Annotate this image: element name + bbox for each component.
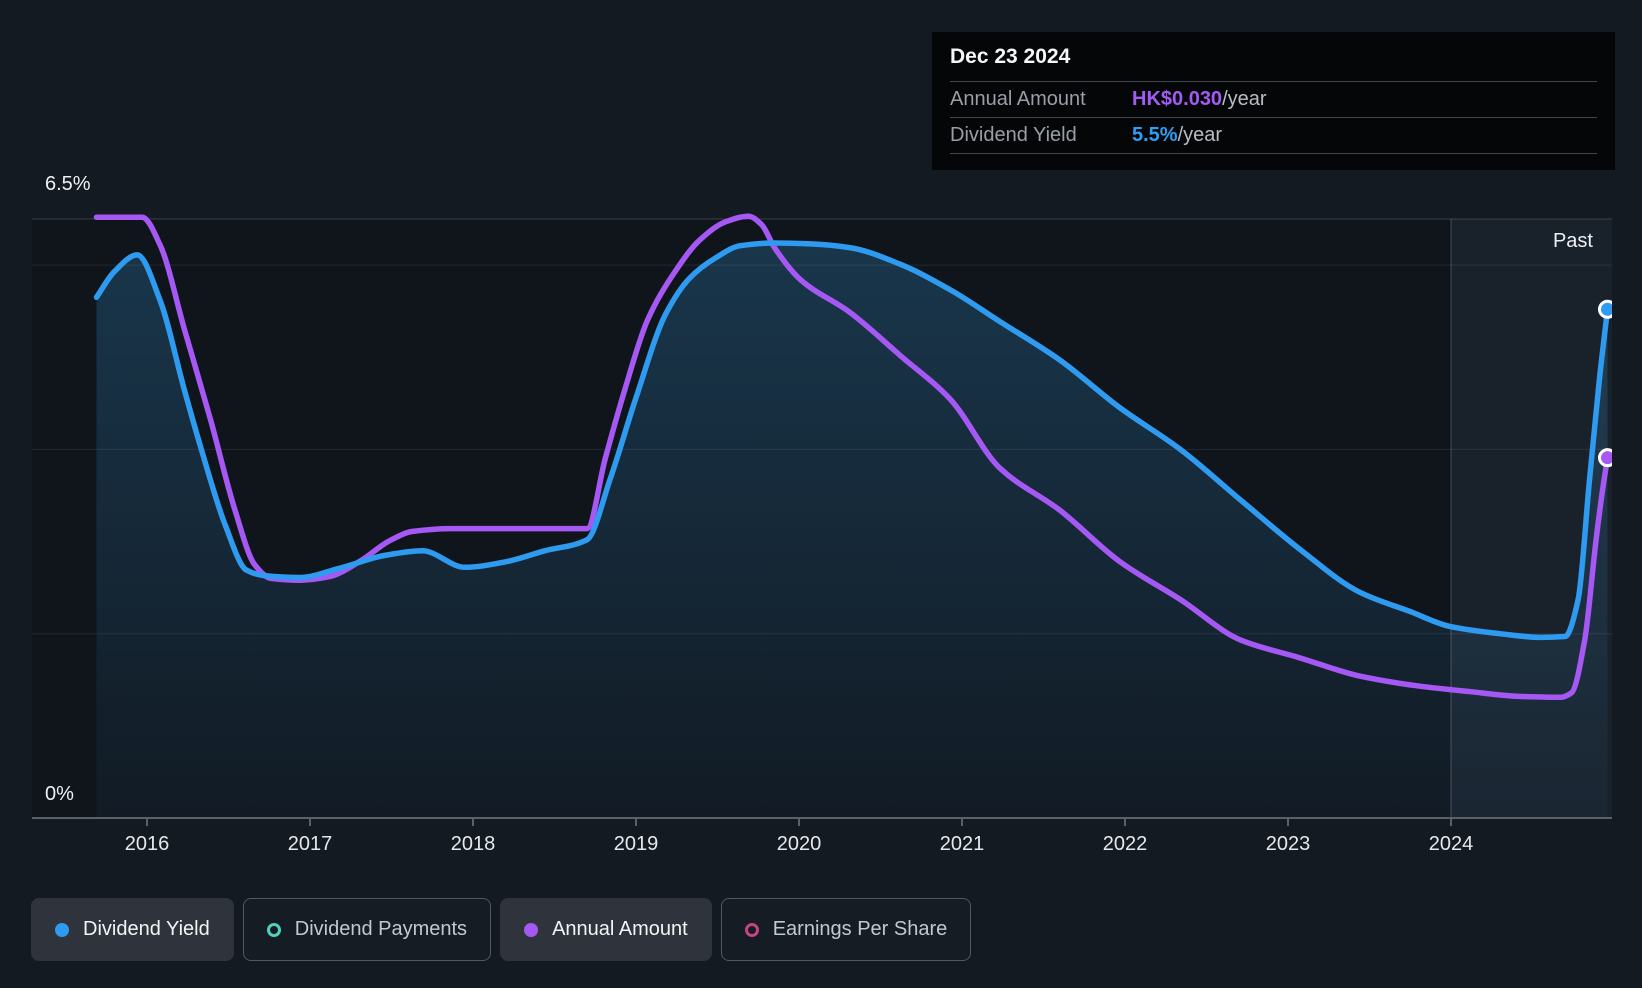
dividend-yield-dot-icon xyxy=(55,922,69,937)
legend-chip-dividend-yield[interactable]: Dividend Yield xyxy=(31,898,234,961)
legend-label: Annual Amount xyxy=(552,918,688,940)
dividend-yield-area-fill xyxy=(96,243,1608,818)
tooltip-date: Dec 23 2024 xyxy=(950,44,1071,68)
legend-label: Earnings Per Share xyxy=(772,918,948,940)
x-axis-label-2016: 2016 xyxy=(124,833,170,855)
legend: Dividend Yield Dividend Payments Annual … xyxy=(31,898,972,961)
tooltip-row-dividend-yield: Dividend Yield 5.5% /year xyxy=(950,117,1597,154)
dividend-yield-line xyxy=(93,240,1611,641)
legend-chip-annual-amount[interactable]: Annual Amount xyxy=(500,898,712,961)
x-axis-label-2017: 2017 xyxy=(287,833,333,855)
chart-tooltip: Dec 23 2024 Annual Amount HK$0.030 /year… xyxy=(932,32,1615,170)
earnings-per-share-ring-icon xyxy=(744,922,759,937)
tooltip-row-label: Dividend Yield xyxy=(950,124,1077,146)
tooltip-row-annual-amount: Annual Amount HK$0.030 /year xyxy=(950,81,1597,117)
annual-amount-dot-icon xyxy=(524,922,539,937)
y-axis-min-label: 0% xyxy=(45,783,74,805)
x-axis-label-2024: 2024 xyxy=(1428,833,1474,855)
legend-chip-dividend-payments[interactable]: Dividend Payments xyxy=(242,898,492,961)
tooltip-row-value: 5.5% xyxy=(1132,124,1178,146)
legend-chip-earnings-per-share[interactable]: Earnings Per Share xyxy=(720,898,972,961)
x-axis-label-2023: 2023 xyxy=(1265,833,1311,855)
annual-amount-endpoint-marker xyxy=(1597,448,1612,468)
tooltip-row-suffix: /year xyxy=(1177,124,1223,146)
y-axis-max-label: 6.5% xyxy=(45,173,91,195)
past-label: Past xyxy=(1552,230,1593,252)
dividend-payments-ring-icon xyxy=(266,922,281,937)
x-axis-label-2020: 2020 xyxy=(776,833,822,855)
x-axis-label-2019: 2019 xyxy=(613,833,659,855)
tooltip-row-suffix: /year xyxy=(1222,88,1267,110)
dividend-yield-endpoint-marker xyxy=(1597,299,1612,319)
x-axis-label-2021: 2021 xyxy=(939,833,985,855)
x-axis-label-2018: 2018 xyxy=(450,833,496,855)
legend-label: Dividend Payments xyxy=(294,918,468,940)
tooltip-row-label: Annual Amount xyxy=(950,88,1086,110)
tooltip-row-value: HK$0.030 xyxy=(1132,88,1223,110)
x-axis-label-2022: 2022 xyxy=(1102,833,1148,855)
legend-label: Dividend Yield xyxy=(83,918,210,940)
